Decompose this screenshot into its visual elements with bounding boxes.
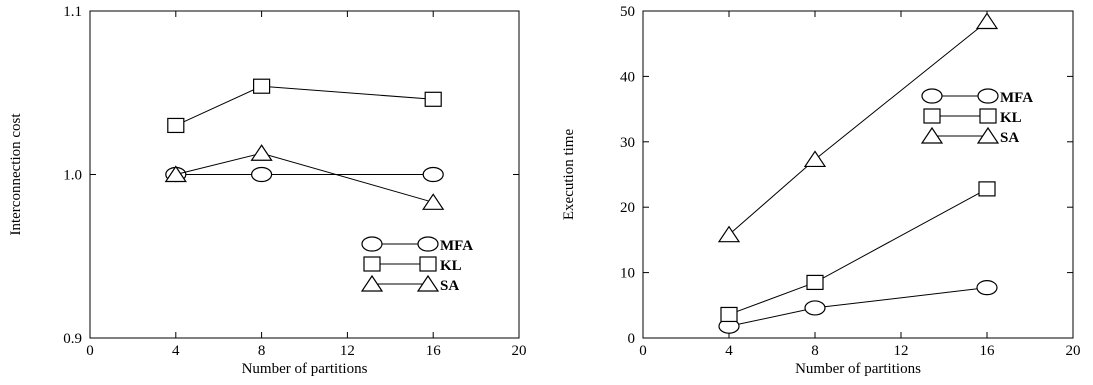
legend-label-sa: SA — [1000, 130, 1019, 146]
x-axis-title: Number of partitions — [795, 361, 921, 377]
series-sa — [164, 144, 445, 210]
x-tick-label: 8 — [811, 343, 819, 359]
series-line-sa — [175, 152, 434, 203]
x-tick-label: 0 — [639, 343, 647, 359]
series-line-kl — [175, 85, 434, 126]
legend-marker-sa — [416, 274, 440, 292]
chart-2: 0 4 8 12 16 20 0 10 20 30 40 50 Number of partitions… — [561, 4, 1081, 377]
series-line-mfa — [728, 287, 988, 327]
data-point-sa — [250, 144, 273, 161]
data-point-kl — [424, 91, 442, 107]
legend-label-sa: SA — [440, 278, 459, 294]
legend-marker-kl — [419, 256, 437, 272]
legend-marker-kl — [363, 256, 381, 272]
y-tick-label: 0.9 — [63, 331, 82, 347]
series-mfa — [165, 166, 444, 183]
legend-marker-kl — [923, 108, 941, 124]
legend: MFA KL SA — [920, 88, 1033, 146]
y-tick-label: 1.1 — [63, 4, 82, 20]
x-tick-label: 16 — [426, 343, 442, 359]
data-point-kl — [253, 78, 271, 94]
data-point-mfa — [976, 280, 998, 296]
data-point-kl — [978, 181, 996, 197]
legend-label-mfa: MFA — [440, 238, 473, 254]
legend-marker-sa — [920, 126, 944, 144]
x-tick-label: 12 — [340, 343, 355, 359]
chart-1: 0 4 8 12 16 20 0.9 1.0 1.1 Number of partitions In… — [8, 4, 527, 377]
x-tick-label: 16 — [980, 343, 996, 359]
y-tick-label: 0 — [628, 331, 636, 347]
data-point-sa — [803, 150, 827, 168]
data-point-sa — [975, 12, 999, 30]
y-tick-label: 40 — [620, 69, 635, 85]
y-tick-label: 20 — [620, 200, 635, 216]
series-kl — [720, 181, 996, 323]
x-tick-label: 20 — [512, 343, 527, 359]
x-tick-label: 4 — [725, 343, 733, 359]
data-point-mfa — [422, 166, 444, 183]
legend-label-mfa: MFA — [1000, 90, 1033, 106]
data-point-kl — [806, 274, 824, 291]
y-tick-label: 30 — [620, 135, 635, 151]
data-point-sa — [164, 165, 187, 183]
data-point-sa — [717, 225, 741, 243]
data-point-mfa — [804, 300, 826, 316]
x-tick-label: 4 — [172, 343, 180, 359]
legend-marker-mfa — [417, 236, 439, 252]
series-mfa — [718, 280, 998, 334]
y-axis-title: Execution time — [561, 129, 577, 221]
series-line-kl — [728, 188, 988, 315]
y-tick-label: 10 — [620, 266, 635, 282]
legend-marker-kl — [979, 108, 997, 124]
data-point-kl — [167, 117, 185, 134]
data-point-mfa — [251, 166, 273, 183]
series-kl — [167, 78, 442, 134]
y-tick-label: 50 — [620, 4, 635, 20]
legend-marker-mfa — [921, 88, 943, 104]
legend-marker-mfa — [361, 236, 383, 252]
series-sa — [717, 12, 999, 243]
legend-marker-sa — [976, 126, 1000, 144]
legend: MFA KL SA — [360, 236, 473, 294]
x-axis-title: Number of partitions — [242, 361, 368, 377]
x-tick-label: 0 — [86, 343, 94, 359]
legend-label-kl: KL — [440, 258, 462, 274]
data-point-kl — [720, 306, 738, 323]
x-tick-label: 8 — [258, 343, 266, 359]
legend-label-kl: KL — [1000, 110, 1022, 126]
legend-marker-sa — [360, 274, 384, 292]
plot-frame — [642, 10, 1074, 339]
legend-marker-mfa — [977, 88, 999, 104]
y-axis-title: Interconnection cost — [8, 113, 24, 236]
x-tick-label: 20 — [1066, 343, 1081, 359]
series-line-sa — [728, 21, 988, 236]
y-tick-label: 1.0 — [63, 168, 82, 184]
x-tick-label: 12 — [894, 343, 909, 359]
data-point-sa — [422, 193, 445, 210]
